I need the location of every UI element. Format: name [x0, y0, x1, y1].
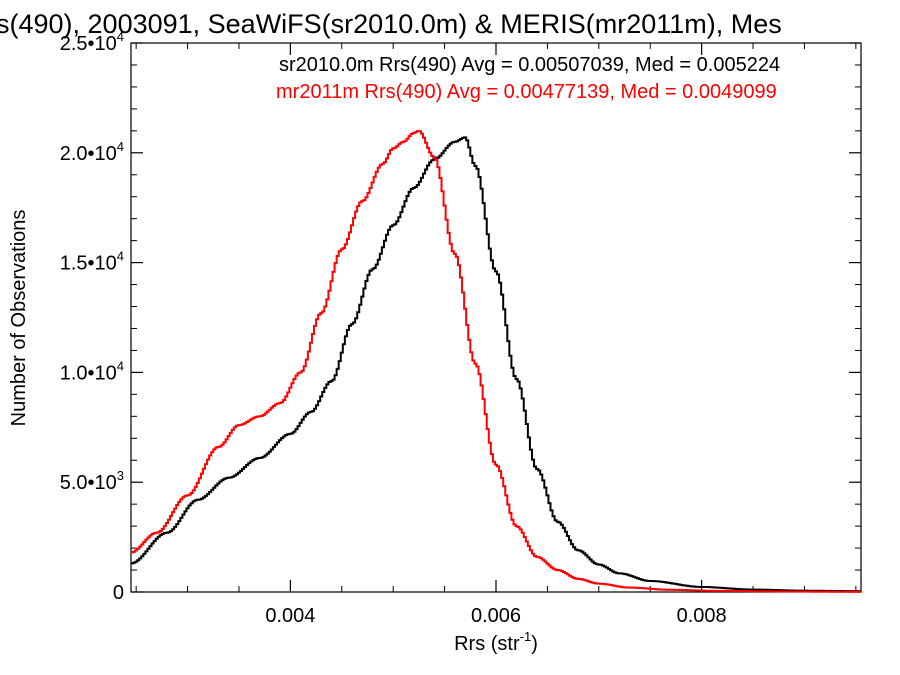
legend-entry-mr2011: mr2011m Rrs(490) Avg = 0.00477139, Med =…: [276, 81, 777, 103]
y-tick-label: 2.0•104: [60, 139, 124, 165]
legend: sr2010.0m Rrs(490) Avg = 0.00507039, Med…: [276, 54, 780, 103]
x-tick-label: 0.008: [677, 605, 727, 627]
y-axis-label: Number of Observations: [8, 210, 30, 427]
legend-entry-sr2010: sr2010.0m Rrs(490) Avg = 0.00507039, Med…: [279, 54, 780, 76]
x-axis-label: Rrs (str-1): [454, 629, 538, 655]
y-tick-label: 5.0•103: [60, 468, 124, 494]
y-axis-ticks: 0 5.0•103 1.0•104 1.5•104 2.0•104 2.5•104: [60, 29, 861, 604]
series-line-0: [131, 136, 861, 593]
x-tick-label: 0.006: [471, 605, 521, 627]
series-line-1: [131, 130, 861, 593]
y-tick-label: 1.5•104: [60, 249, 124, 275]
series-layer: [131, 130, 861, 593]
chart-title: s(490), 2003091, SeaWiFS(sr2010.0m) & ME…: [0, 9, 782, 39]
y-tick-label: 0: [113, 582, 124, 604]
y-tick-label: 1.0•104: [60, 358, 124, 384]
y-tick-label: 2.5•104: [60, 29, 124, 55]
x-axis-label-superscript: -1: [520, 629, 532, 644]
x-axis-ticks: 0.004 0.006 0.008: [135, 43, 857, 627]
plot-frame: [130, 42, 862, 593]
x-tick-label: 0.004: [265, 605, 315, 627]
